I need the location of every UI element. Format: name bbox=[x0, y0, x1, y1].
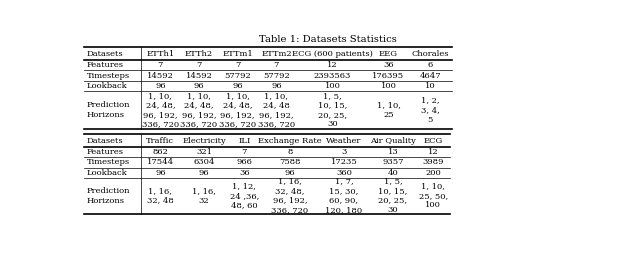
Text: Electricity: Electricity bbox=[182, 137, 226, 145]
Text: Timesteps: Timesteps bbox=[87, 72, 130, 80]
Text: Prediction
Horizons: Prediction Horizons bbox=[87, 101, 131, 119]
Text: Air Quality: Air Quality bbox=[370, 137, 416, 145]
Text: Exchange Rate: Exchange Rate bbox=[258, 137, 322, 145]
Text: 3989: 3989 bbox=[422, 158, 444, 166]
Text: 17235: 17235 bbox=[330, 158, 357, 166]
Text: 100: 100 bbox=[324, 82, 340, 90]
Text: 321: 321 bbox=[196, 148, 212, 156]
Text: 96: 96 bbox=[194, 82, 204, 90]
Text: 9357: 9357 bbox=[382, 158, 404, 166]
Text: Weather: Weather bbox=[326, 137, 362, 145]
Text: Datasets: Datasets bbox=[87, 137, 124, 145]
Text: 1, 2,
3, 4,
5: 1, 2, 3, 4, 5 bbox=[421, 97, 440, 124]
Text: 96: 96 bbox=[232, 82, 243, 90]
Text: 200: 200 bbox=[426, 169, 441, 177]
Text: 360: 360 bbox=[336, 169, 352, 177]
Text: 7: 7 bbox=[196, 61, 202, 69]
Text: 8: 8 bbox=[287, 148, 292, 156]
Text: 4647: 4647 bbox=[419, 72, 441, 80]
Text: ECG (600 patients): ECG (600 patients) bbox=[292, 50, 373, 58]
Text: 1, 10,
24, 48,
96, 192,
336, 720: 1, 10, 24, 48, 96, 192, 336, 720 bbox=[219, 92, 256, 128]
Text: 2393563: 2393563 bbox=[314, 72, 351, 80]
Text: EEG: EEG bbox=[379, 50, 398, 58]
Text: Features: Features bbox=[87, 148, 124, 156]
Text: Lookback: Lookback bbox=[87, 169, 128, 177]
Text: 6304: 6304 bbox=[193, 158, 214, 166]
Text: Lookback: Lookback bbox=[87, 82, 128, 90]
Text: Chorales: Chorales bbox=[412, 50, 449, 58]
Text: ETTm2: ETTm2 bbox=[261, 50, 292, 58]
Text: 1, 16,
32, 48: 1, 16, 32, 48 bbox=[147, 187, 173, 205]
Text: ETTh1: ETTh1 bbox=[146, 50, 175, 58]
Text: 96: 96 bbox=[285, 169, 295, 177]
Text: 1, 12,
24 ,36,
48, 60: 1, 12, 24 ,36, 48, 60 bbox=[230, 182, 259, 209]
Text: 12: 12 bbox=[327, 61, 338, 69]
Text: 96: 96 bbox=[155, 169, 166, 177]
Text: 1, 5,
10, 15,
20, 25,
30: 1, 5, 10, 15, 20, 25, 30 bbox=[378, 178, 408, 214]
Text: 7: 7 bbox=[274, 61, 279, 69]
Text: Table 1: Datasets Statistics: Table 1: Datasets Statistics bbox=[259, 35, 397, 44]
Text: Datasets: Datasets bbox=[87, 50, 124, 58]
Text: Traffic: Traffic bbox=[147, 137, 174, 145]
Text: 96: 96 bbox=[198, 169, 209, 177]
Text: 96: 96 bbox=[271, 82, 282, 90]
Text: 1, 10,
25: 1, 10, 25 bbox=[376, 101, 401, 119]
Text: 100: 100 bbox=[381, 82, 396, 90]
Text: 1, 16,
32, 48,
96, 192,
336, 720: 1, 16, 32, 48, 96, 192, 336, 720 bbox=[271, 178, 308, 214]
Text: 14592: 14592 bbox=[186, 72, 212, 80]
Text: 6: 6 bbox=[428, 61, 433, 69]
Text: 7: 7 bbox=[242, 148, 247, 156]
Text: 1, 7,
15, 30,
60, 90,
120, 180: 1, 7, 15, 30, 60, 90, 120, 180 bbox=[325, 178, 362, 214]
Text: 1, 10,
24, 48,
96, 192,
336, 720: 1, 10, 24, 48, 96, 192, 336, 720 bbox=[142, 92, 179, 128]
Text: 1, 10,
24, 48,
96, 192,
336, 720: 1, 10, 24, 48, 96, 192, 336, 720 bbox=[180, 92, 218, 128]
Text: 7: 7 bbox=[157, 61, 163, 69]
Text: 1, 16,
32: 1, 16, 32 bbox=[192, 187, 216, 205]
Text: 14592: 14592 bbox=[147, 72, 174, 80]
Text: 36: 36 bbox=[239, 169, 250, 177]
Text: Timesteps: Timesteps bbox=[87, 158, 130, 166]
Text: 966: 966 bbox=[237, 158, 252, 166]
Text: Prediction
Horizons: Prediction Horizons bbox=[87, 187, 131, 205]
Text: 1, 10,
25, 50,
100: 1, 10, 25, 50, 100 bbox=[419, 182, 448, 209]
Text: 17544: 17544 bbox=[147, 158, 174, 166]
Text: ILI: ILI bbox=[238, 137, 251, 145]
Text: 57792: 57792 bbox=[263, 72, 290, 80]
Text: 96: 96 bbox=[155, 82, 166, 90]
Text: ETTm1: ETTm1 bbox=[222, 50, 253, 58]
Text: 10: 10 bbox=[425, 82, 435, 90]
Text: 7588: 7588 bbox=[279, 158, 301, 166]
Text: 40: 40 bbox=[388, 169, 398, 177]
Text: 1, 5,
10, 15,
20, 25,
30: 1, 5, 10, 15, 20, 25, 30 bbox=[318, 92, 347, 128]
Text: ECG: ECG bbox=[424, 137, 443, 145]
Text: 3: 3 bbox=[341, 148, 346, 156]
Text: ETTh2: ETTh2 bbox=[185, 50, 213, 58]
Text: 176395: 176395 bbox=[372, 72, 404, 80]
Text: 57792: 57792 bbox=[225, 72, 251, 80]
Text: 36: 36 bbox=[383, 61, 394, 69]
Text: 12: 12 bbox=[428, 148, 438, 156]
Text: Features: Features bbox=[87, 61, 124, 69]
Text: 7: 7 bbox=[235, 61, 241, 69]
Text: 862: 862 bbox=[152, 148, 168, 156]
Text: 1, 10,
24, 48
96, 192,
336, 720: 1, 10, 24, 48 96, 192, 336, 720 bbox=[258, 92, 295, 128]
Text: 13: 13 bbox=[388, 148, 398, 156]
